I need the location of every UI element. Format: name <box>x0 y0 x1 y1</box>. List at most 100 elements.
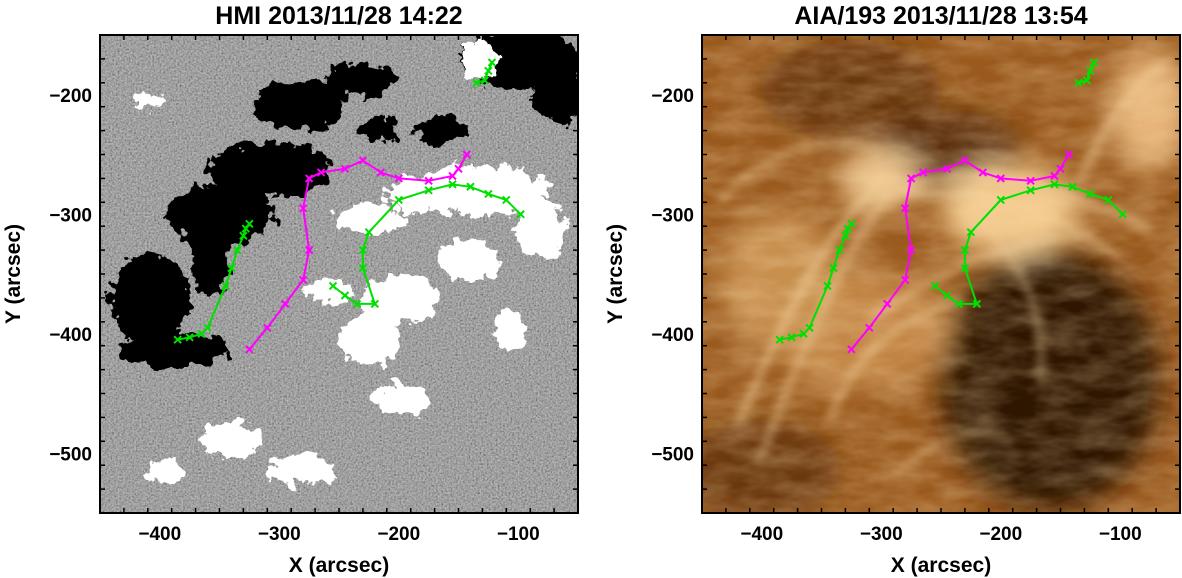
y-tick-label: −200 <box>49 86 92 107</box>
track-point-marker <box>358 263 368 273</box>
track-point-marker <box>1086 66 1095 76</box>
track-point-marker <box>239 231 248 240</box>
axis-ticks: −400 −300 −200 −100 −500 −400 −300 −200 <box>49 34 579 545</box>
track-point-marker <box>484 189 493 199</box>
track-point-marker <box>304 174 314 183</box>
track-point-marker <box>805 323 814 332</box>
track-point-marker <box>823 281 832 291</box>
track-point-marker <box>424 176 433 185</box>
track-point-marker <box>263 323 272 332</box>
loop-tracks <box>775 58 1127 354</box>
track-point-marker <box>865 323 874 332</box>
loop-tracks <box>173 58 525 354</box>
track-point-marker <box>484 66 493 76</box>
loop-track-4 <box>1078 62 1095 84</box>
y-tick-label: −400 <box>49 325 92 346</box>
x-tick-label: −400 <box>138 524 181 545</box>
axis-ticks: −400 −300 −200 −100 −500 −400 −300 −200 <box>651 34 1181 545</box>
track-point-marker <box>1082 76 1091 85</box>
loop-track-2 <box>779 223 853 341</box>
track-point-marker <box>340 164 350 174</box>
y-tick-label: −300 <box>651 205 694 226</box>
track-point-marker <box>502 195 511 205</box>
track-point-marker <box>787 333 796 342</box>
track-point-marker <box>960 156 970 165</box>
track-point-marker <box>799 329 808 338</box>
y-axis-label: Y (arcsec) <box>2 224 25 324</box>
y-tick-label: −400 <box>651 325 694 346</box>
track-point-marker <box>448 171 457 181</box>
track-point-marker <box>1089 58 1099 67</box>
track-point-marker <box>1050 171 1059 181</box>
x-tick-label: −300 <box>258 524 301 545</box>
track-point-marker <box>316 168 326 177</box>
track-point-marker <box>454 164 463 174</box>
x-tick-label: −200 <box>979 524 1022 545</box>
x-tick-label: −100 <box>497 524 540 545</box>
track-point-marker <box>996 195 1005 205</box>
y-axis-label: Y (arcsec) <box>604 224 627 324</box>
x-tick-label: −400 <box>740 524 783 545</box>
x-tick-label: −300 <box>860 524 903 545</box>
track-point-marker <box>376 168 386 177</box>
y-tick-label: −300 <box>49 205 92 226</box>
track-point-marker <box>847 219 856 229</box>
track-point-marker <box>1026 176 1035 185</box>
track-point-marker <box>960 245 970 255</box>
track-point-marker <box>203 323 212 332</box>
loop-track-1 <box>850 153 1070 350</box>
track-point-marker <box>1118 210 1127 219</box>
track-point-marker <box>394 174 403 183</box>
loop-track-1 <box>248 153 468 350</box>
track-point-marker <box>835 245 844 255</box>
track-point-marker <box>1064 150 1074 159</box>
track-point-marker <box>1074 78 1083 88</box>
hmi-panel: HMI 2013/11/28 14:22 <box>2 2 579 577</box>
track-point-marker <box>466 182 475 191</box>
track-point-marker <box>358 156 368 165</box>
track-point-marker <box>281 299 290 309</box>
track-point-marker <box>340 291 350 300</box>
track-point-marker <box>245 219 254 229</box>
track-point-marker <box>978 168 988 177</box>
track-point-marker <box>298 275 308 285</box>
track-point-marker <box>900 204 910 213</box>
track-point-marker <box>1086 189 1095 199</box>
track-point-marker <box>298 204 308 213</box>
track-point-marker <box>1056 164 1065 174</box>
loop-track-3 <box>934 183 1124 305</box>
track-point-marker <box>996 174 1005 183</box>
track-point-marker <box>516 210 525 219</box>
track-point-marker <box>775 335 784 344</box>
track-point-marker <box>1104 195 1113 205</box>
track-point-marker <box>352 299 362 309</box>
track-point-marker <box>462 150 472 159</box>
magnetogram-image <box>100 35 578 513</box>
track-point-marker <box>364 227 374 237</box>
track-point-marker <box>424 186 433 195</box>
track-point-marker <box>394 195 403 205</box>
track-point-marker <box>304 245 314 255</box>
euv-image <box>702 35 1180 513</box>
track-point-marker <box>233 245 242 255</box>
track-point-marker <box>900 275 910 285</box>
track-point-marker <box>942 164 952 174</box>
loop-track-4 <box>476 62 493 84</box>
y-tick-label: −200 <box>651 86 694 107</box>
track-point-marker <box>972 299 982 309</box>
track-point-marker <box>918 168 928 177</box>
loop-track-2 <box>177 223 251 341</box>
track-point-marker <box>328 281 338 291</box>
track-point-marker <box>487 58 497 67</box>
track-point-marker <box>829 263 838 273</box>
track-point-marker <box>197 329 206 338</box>
panel-title: AIA/193 2013/11/28 13:54 <box>794 2 1087 30</box>
track-point-marker <box>966 227 976 237</box>
track-point-marker <box>221 281 230 291</box>
track-point-marker <box>942 291 952 300</box>
track-point-marker <box>954 299 964 309</box>
x-axis-label: X (arcsec) <box>289 554 389 577</box>
x-axis-label: X (arcsec) <box>891 554 991 577</box>
aia-panel: AIA/193 2013/11/28 13:54 <box>604 2 1181 577</box>
